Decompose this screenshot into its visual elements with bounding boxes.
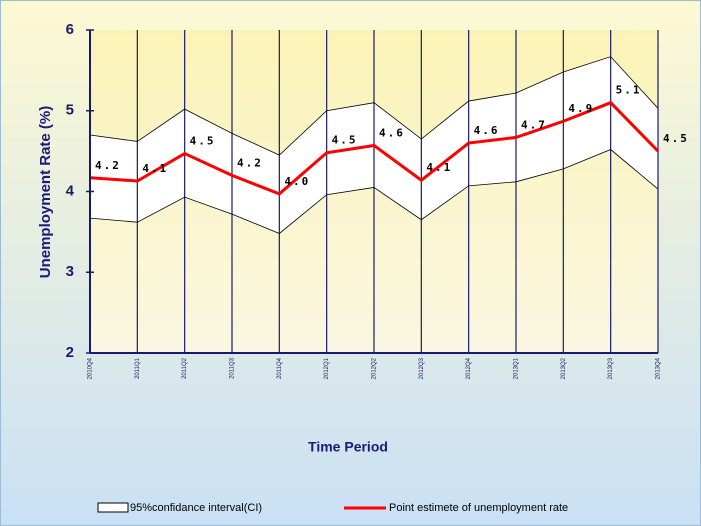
data-label: 4.5 — [332, 134, 358, 147]
legend-label: 95%confidance interval(CI) — [130, 502, 262, 514]
line — [89, 100, 660, 196]
x-axis-title: Time Period — [308, 439, 388, 455]
ci-upper — [89, 56, 659, 156]
y-tick-label: 2 — [66, 344, 74, 361]
x-tick-label: 2011Q1 — [135, 357, 141, 379]
legend-swatch — [97, 502, 129, 513]
data-label: 4.9 — [568, 102, 594, 115]
x-tick-label: 2013Q1 — [514, 357, 520, 379]
data-label: 4.5 — [190, 135, 216, 148]
x-tick-label: 2011Q2 — [182, 357, 188, 379]
y-tick-label: 6 — [66, 21, 74, 38]
x-tick-label: 2013Q4 — [656, 357, 662, 379]
data-label: 4.5 — [663, 132, 689, 145]
data-label: 4.6 — [474, 124, 500, 137]
y-tick-label: 3 — [66, 263, 74, 280]
x-tick-label: 2012Q4 — [466, 357, 472, 379]
data-label: 4.0 — [284, 175, 310, 188]
y-axis-title: Unemployment Rate (%) — [37, 106, 54, 279]
data-label: 4.2 — [237, 156, 263, 169]
data-label: 4.1 — [142, 162, 168, 175]
data-label: 4.2 — [95, 159, 121, 172]
ci-lower — [89, 149, 659, 234]
x-tick-label: 2013Q3 — [608, 357, 614, 379]
data-label: 4.6 — [379, 126, 405, 139]
x-tick-label: 2011Q3 — [230, 357, 236, 379]
data-label: 4.1 — [426, 161, 452, 174]
y-tick-label: 5 — [66, 102, 74, 119]
x-tick-label: 2011Q4 — [277, 357, 283, 379]
legend-label: Point estimete of unemployment rate — [389, 502, 568, 514]
x-tick-label: 2012Q1 — [324, 357, 330, 379]
x-tick-label: 2013Q2 — [561, 357, 567, 379]
x-tick-label: 2010Q4 — [88, 357, 94, 379]
data-label: 5.1 — [616, 84, 642, 97]
data-label: 4.7 — [521, 118, 547, 131]
y-tick-label: 4 — [66, 182, 75, 199]
x-tick-label: 2012Q3 — [419, 357, 425, 379]
x-tick-label: 2012Q2 — [372, 357, 378, 379]
